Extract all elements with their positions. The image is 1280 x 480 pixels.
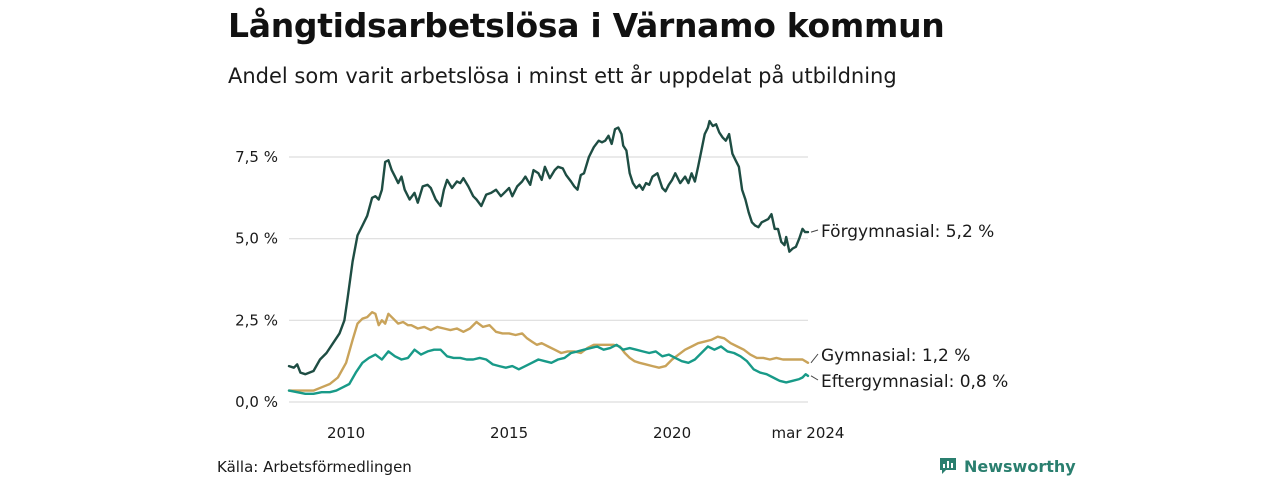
end-label-eftergymnasial: Eftergymnasial: 0,8 % [821,372,1008,392]
chart-subtitle: Andel som varit arbetslösa i minst ett å… [228,64,897,88]
series-lines [287,119,810,395]
series-line-förgymnasial [287,119,810,376]
y-axis: 0,0 % 2,5 % 5,0 % 7,5 % [235,148,278,411]
source-note: Källa: Arbetsförmedlingen [217,458,412,476]
series-line-eftergymnasial [287,343,810,395]
end-label-gymnasial: Gymnasial: 1,2 % [821,346,970,366]
x-tick-label: 2015 [490,424,528,442]
gridlines [289,156,808,403]
label-leader-line [810,353,819,364]
label-leader-line [810,229,819,233]
end-label-förgymnasial: Förgymnasial: 5,2 % [821,222,994,242]
series-end-labels: Förgymnasial: 5,2 % Gymnasial: 1,2 % Efter… [810,222,1008,392]
y-tick-label: 5,0 % [235,230,278,248]
brand-logo[interactable]: Newsworthy [938,456,1076,476]
label-leader-line [810,375,819,381]
brand-name: Newsworthy [964,456,1076,476]
y-tick-label: 7,5 % [235,148,278,166]
y-tick-label: 0,0 % [235,393,278,411]
y-tick-label: 2,5 % [235,311,278,329]
x-tick-label: 2020 [653,424,691,442]
chart-title: Långtidsarbetslösa i Värnamo kommun [228,6,945,45]
series-line-gymnasial [287,311,810,392]
x-tick-label: mar 2024 [772,424,845,442]
x-tick-label: 2010 [327,424,365,442]
x-axis: 2010 2015 2020 mar 2024 [327,424,845,442]
newsworthy-logo-icon [940,458,956,474]
